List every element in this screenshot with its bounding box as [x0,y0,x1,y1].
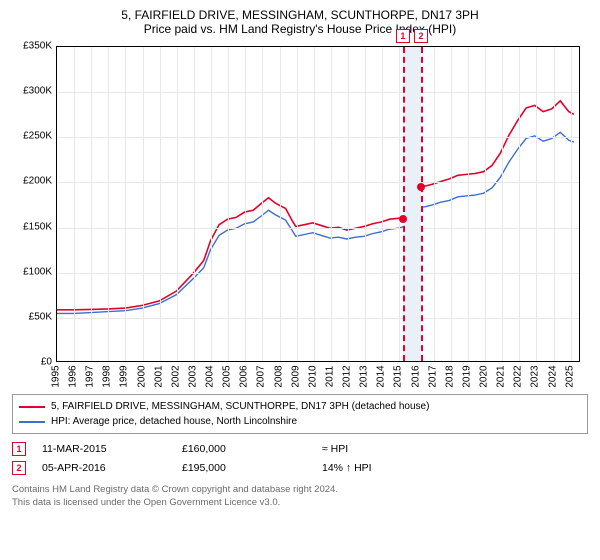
x-axis-tick-label: 2024 [547,365,558,387]
x-axis-tick-label: 2015 [393,365,404,387]
x-axis-tick-label: 2004 [205,365,216,387]
x-axis-tick-label: 1998 [102,365,113,387]
sales-table: 1 11-MAR-2015£160,000≈ HPI 2 05-APR-2016£19… [12,440,588,478]
x-axis-tick-label: 2010 [307,365,318,387]
sale-relative-hpi: ≈ HPI [322,440,462,459]
footer-line-1: Contains HM Land Registry data © Crown c… [12,484,588,497]
sale-marker-2: 2 [414,29,428,43]
legend-swatch [19,406,45,408]
x-axis-tick-label: 2025 [564,365,575,387]
legend-swatch [19,421,45,423]
x-axis-tick-label: 2008 [273,365,284,387]
chart-subtitle: Price paid vs. HM Land Registry's House … [12,22,588,36]
sale-marker-1: 1 [396,29,410,43]
x-axis-tick-label: 2013 [359,365,370,387]
y-axis-tick-label: £200K [12,176,52,187]
x-axis-tick-label: 2017 [427,365,438,387]
x-axis-tick-label: 2016 [410,365,421,387]
sale-point-dot [399,215,407,223]
legend-item: 5, FAIRFIELD DRIVE, MESSINGHAM, SCUNTHOR… [19,399,581,414]
x-axis-tick-label: 1996 [68,365,79,387]
x-axis-tick-label: 2018 [444,365,455,387]
sale-row-marker: 1 [12,442,26,456]
x-axis-tick-label: 2020 [479,365,490,387]
legend-label: 5, FAIRFIELD DRIVE, MESSINGHAM, SCUNTHOR… [51,399,429,414]
sale-date: 05-APR-2016 [42,459,182,478]
sale-period-band [403,47,421,361]
x-axis-tick-label: 2001 [153,365,164,387]
plot-region: 12 [56,46,580,362]
x-axis-tick-label: 2022 [513,365,524,387]
x-axis-tick-label: 2003 [187,365,198,387]
sale-date-rule [421,47,423,361]
y-axis-tick-label: £0 [12,357,52,368]
chart-title-address: 5, FAIRFIELD DRIVE, MESSINGHAM, SCUNTHOR… [12,8,588,22]
sale-price: £195,000 [182,459,322,478]
x-axis-tick-label: 2014 [376,365,387,387]
legend-item: HPI: Average price, detached house, Nort… [19,414,581,429]
x-axis-tick-label: 2000 [136,365,147,387]
x-axis-tick-label: 2002 [170,365,181,387]
sale-date: 11-MAR-2015 [42,440,182,459]
legend-label: HPI: Average price, detached house, Nort… [51,414,297,429]
y-axis-tick-label: £150K [12,221,52,232]
x-axis-tick-label: 2011 [324,366,335,388]
x-axis-tick-label: 1997 [85,365,96,387]
x-axis-tick-label: 1995 [51,365,62,387]
series-price_paid [57,101,574,310]
x-axis-tick-label: 2012 [342,365,353,387]
x-axis-tick-label: 2019 [461,365,472,387]
y-axis-tick-label: £50K [12,311,52,322]
legend: 5, FAIRFIELD DRIVE, MESSINGHAM, SCUNTHOR… [12,394,588,434]
x-axis-tick-label: 2023 [530,365,541,387]
footer-attribution: Contains HM Land Registry data © Crown c… [12,484,588,510]
sale-relative-hpi: 14% ↑ HPI [322,459,462,478]
x-axis-tick-label: 2005 [222,365,233,387]
x-axis-tick-label: 2009 [290,365,301,387]
x-axis-tick-label: 2021 [496,365,507,387]
sale-row-marker: 2 [12,461,26,475]
sale-row: 2 05-APR-2016£195,00014% ↑ HPI [12,459,588,478]
y-axis-tick-label: £250K [12,131,52,142]
y-axis-tick-label: £100K [12,266,52,277]
sale-point-dot [417,183,425,191]
sale-date-rule [403,47,405,361]
y-axis-tick-label: £300K [12,86,52,97]
chart-area: £0£50K£100K£150K£200K£250K£300K£350K 12 … [12,40,588,390]
footer-line-2: This data is licensed under the Open Gov… [12,497,588,510]
sale-price: £160,000 [182,440,322,459]
y-axis-tick-label: £350K [12,41,52,52]
sale-row: 1 11-MAR-2015£160,000≈ HPI [12,440,588,459]
x-axis-tick-label: 2006 [239,365,250,387]
x-axis-tick-label: 1999 [119,365,130,387]
x-axis-tick-label: 2007 [256,365,267,387]
